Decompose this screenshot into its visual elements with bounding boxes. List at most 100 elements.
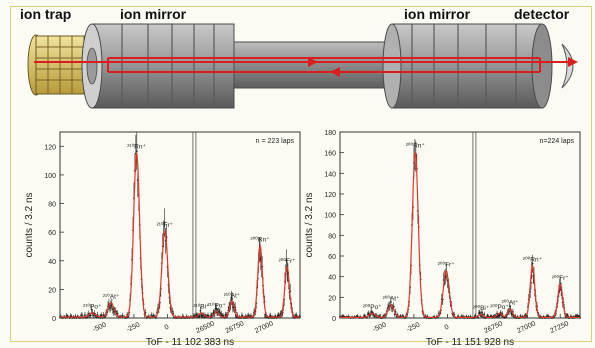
x-tick-label: -250 [405, 321, 421, 333]
y-tick-label: 160 [324, 151, 336, 158]
right-ion-mirror-drawing [382, 23, 553, 109]
y-axis-label: counts / 3.2 ns [24, 192, 35, 257]
data-point [203, 316, 206, 319]
ion-beam-arrowheads [308, 57, 578, 77]
data-point [250, 314, 252, 317]
y-tick-label: 100 [324, 213, 336, 220]
fit-curve [340, 151, 475, 318]
data-point [483, 313, 486, 316]
data-point [503, 317, 506, 319]
fit-curve [194, 244, 300, 318]
peak-label: ²⁰⁰Bi⁺ [473, 304, 490, 312]
peak-label: ²¹⁰Po⁺ [208, 301, 227, 309]
data-point [481, 311, 483, 314]
data-point [285, 259, 288, 262]
peak-label: ²⁰⁰At⁺ [502, 299, 520, 307]
data-point [480, 315, 483, 318]
data-point [368, 315, 371, 318]
data-point [457, 315, 459, 318]
data-point [519, 315, 522, 317]
y-tick-label: 140 [324, 171, 336, 178]
y-tick-label: 80 [328, 233, 336, 240]
y-tick-label: 180 [324, 130, 336, 137]
peak-label: ²¹⁰Rn⁺ [127, 142, 146, 150]
y-tick-label: 40 [328, 275, 336, 282]
data-point [370, 311, 373, 313]
spectrum-right: 0 20 40 60 80 100 120 140 160 180 counts / 3.2 ns -… [304, 130, 581, 347]
data-point [477, 316, 480, 319]
detector-label: detector [514, 6, 570, 22]
data-point [135, 150, 138, 152]
plot-frame [339, 131, 581, 319]
peak-label: ²¹⁰At⁺ [224, 291, 241, 299]
laps-annotation: n = 223 laps [256, 138, 295, 145]
data-point [531, 262, 534, 265]
data-point [269, 314, 272, 317]
peak-label: ²⁰⁰Rn⁺ [523, 255, 543, 263]
x-tick-label: 27250 [549, 320, 570, 335]
ion-trap-drawing [27, 34, 85, 96]
data-point [219, 311, 221, 314]
x-tick-label: 0 [164, 324, 171, 332]
peak-label: ²¹⁰At⁺ [103, 293, 120, 301]
data-point [215, 307, 218, 310]
data-point [150, 314, 153, 317]
data-point [198, 315, 201, 318]
y-tick-label: 120 [44, 144, 56, 151]
data-point [89, 314, 92, 317]
data-point [295, 314, 298, 317]
peak-label: ²⁰⁰Fr⁺ [552, 274, 570, 282]
spectrum-left: 0 20 40 60 80 100 120 counts / 3.2 ns -500 -250 0 2… [24, 131, 301, 347]
data-point [90, 308, 93, 311]
y-tick-label: 120 [324, 192, 336, 199]
peak-label: ²⁰⁰At⁺ [383, 295, 401, 303]
ion-beam-path [34, 57, 574, 73]
fit-curve [60, 152, 195, 318]
data-point [277, 314, 280, 317]
data-point [111, 308, 114, 311]
drift-tube-drawing [233, 41, 393, 89]
x-tick-label: -250 [125, 321, 141, 333]
peak-label: ²⁰⁰Rn⁺ [251, 235, 271, 243]
y-axis-label: counts / 3.2 ns [304, 192, 315, 257]
x-tick-label: 0 [444, 324, 451, 332]
peak-label: ²¹⁰Bi⁺ [193, 303, 210, 311]
data-point [222, 314, 224, 317]
x-axis-label: ToF - 11 151 928 ns [426, 337, 514, 347]
data-point [121, 314, 124, 317]
data-point [389, 300, 392, 303]
data-point [109, 304, 112, 307]
data-point [365, 317, 368, 319]
data-point [220, 313, 223, 316]
data-point [109, 306, 111, 309]
data-point [399, 315, 402, 317]
data-point [163, 221, 166, 224]
x-tick-label: -500 [372, 321, 388, 333]
y-tick-label: 60 [48, 230, 56, 237]
data-point [474, 314, 477, 317]
y-tick-label: 60 [328, 254, 336, 261]
data-point [95, 316, 98, 319]
data-point [100, 314, 103, 317]
x-tick-label: 26500 [195, 320, 216, 335]
data-point [155, 317, 157, 319]
x-axis-label: ToF - 11 102 383 ns [146, 337, 234, 347]
data-point [367, 312, 370, 315]
data-point [116, 312, 119, 315]
data-point [461, 315, 463, 317]
detector-drawing [561, 43, 574, 89]
data-point [567, 315, 569, 317]
left-ion-mirror-label: ion mirror [120, 6, 187, 22]
data-point [482, 316, 485, 319]
x-tick-label: 27000 [516, 320, 537, 335]
x-tick-label: 26750 [225, 320, 246, 335]
left-ion-mirror-drawing [81, 23, 235, 109]
data-point [181, 315, 184, 317]
peak-label: ²⁰⁰Po⁺ [490, 303, 509, 311]
peak-label: ²⁰⁰Rn⁺ [406, 142, 426, 150]
y-tick-label: 20 [48, 287, 56, 294]
data-point [498, 314, 501, 317]
laps-annotation: n=224 laps [540, 138, 575, 145]
y-tick-label: 0 [52, 316, 56, 323]
